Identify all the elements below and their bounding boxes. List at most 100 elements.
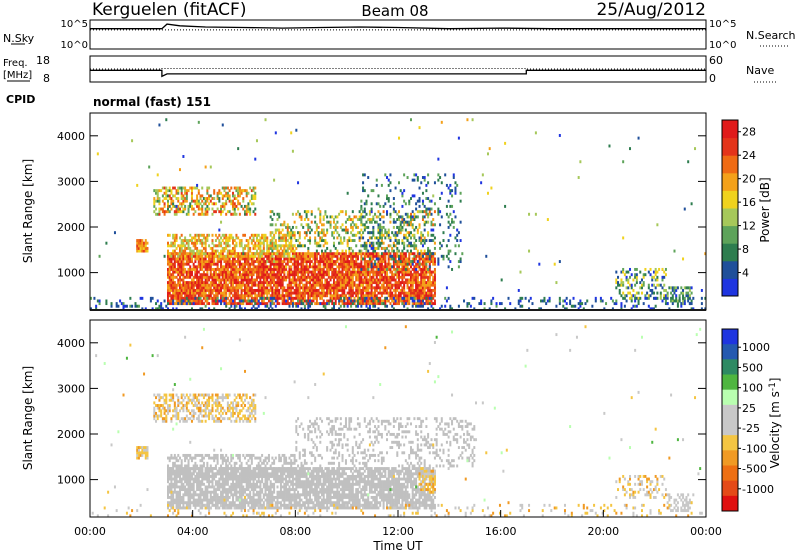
scatter-cell	[206, 197, 209, 200]
scatter-cell	[338, 257, 341, 261]
scatter-cell	[315, 299, 318, 303]
scatter-cell	[274, 267, 277, 271]
scatter-cell	[228, 249, 231, 253]
scatter-cell	[384, 302, 387, 306]
scatter-cell	[278, 294, 281, 298]
scatter-cell	[259, 241, 262, 245]
scatter-cell	[261, 265, 264, 269]
scatter-cell	[288, 265, 291, 269]
scatter-cell	[269, 252, 272, 256]
scatter-cell	[420, 294, 423, 298]
scatter-cell	[389, 265, 392, 269]
scatter-cell	[201, 262, 204, 266]
scatter-cell	[332, 262, 335, 266]
scatter-cell	[230, 281, 233, 285]
scatter-cell	[687, 294, 690, 298]
scatter-cell	[161, 210, 164, 214]
scatter-cell	[457, 265, 460, 269]
scatter-cell	[209, 165, 212, 169]
scatter-cell	[317, 288, 320, 292]
scatter-cell	[408, 257, 411, 261]
scatter-cell	[433, 260, 436, 264]
scatter-cell	[670, 286, 673, 290]
scatter-cell	[314, 275, 317, 279]
scatter-cell	[279, 281, 282, 285]
scatter-cell	[338, 262, 341, 266]
scatter-cell	[336, 231, 339, 235]
scatter-cell	[351, 249, 354, 253]
scatter-cell	[214, 262, 217, 266]
scatter-cell	[380, 267, 383, 271]
scatter-cell	[153, 197, 156, 200]
scatter-cell	[627, 281, 630, 285]
scatter-cell	[408, 278, 411, 282]
scatter-cell	[326, 286, 329, 290]
scatter-cell	[300, 260, 303, 264]
scatter-cell	[613, 302, 616, 306]
scatter-cell	[190, 296, 193, 300]
scatter-cell	[447, 220, 450, 224]
scatter-cell	[120, 302, 123, 306]
scatter-cell	[167, 262, 170, 266]
scatter-cell	[310, 275, 313, 279]
scatter-cell	[264, 302, 267, 306]
scatter-cell	[233, 273, 236, 277]
scatter-cell	[341, 302, 344, 306]
scatter-cell	[303, 218, 306, 221]
scatter-cell	[377, 241, 380, 245]
scatter-cell	[196, 265, 199, 269]
scatter-cell	[172, 288, 175, 292]
scatter-cell	[238, 254, 241, 258]
scatter-cell	[398, 225, 401, 229]
scatter-cell	[447, 199, 450, 203]
scatter-cell	[290, 249, 293, 253]
scatter-cell	[322, 304, 325, 308]
scatter-cell	[226, 286, 229, 290]
scatter-cell	[348, 265, 351, 269]
scatter-cell	[649, 267, 652, 271]
scatter-cell	[367, 231, 370, 235]
scatter-cell	[281, 288, 284, 292]
scatter-cell	[271, 262, 274, 266]
scatter-cell	[295, 296, 298, 300]
scatter-cell	[651, 275, 654, 279]
scatter-cell	[298, 231, 301, 235]
scatter-cell	[303, 273, 306, 277]
scatter-cell	[365, 273, 368, 277]
scatter-cell	[252, 233, 255, 237]
scatter-cell	[365, 241, 368, 245]
scatter-cell	[189, 283, 192, 287]
scatter-cell	[642, 275, 645, 279]
scatter-cell	[216, 207, 219, 211]
scatter-cell	[202, 246, 205, 250]
scatter-cell	[249, 186, 252, 190]
scatter-cell	[351, 281, 354, 285]
scatter-cell	[433, 291, 436, 295]
scatter-cell	[332, 291, 335, 295]
scatter-cell	[632, 278, 635, 282]
scatter-cell	[262, 241, 265, 245]
scatter-cell	[387, 252, 390, 256]
scatter-cell	[199, 197, 202, 200]
scatter-cell	[312, 281, 315, 285]
scatter-cell	[630, 299, 633, 303]
scatter-cell	[338, 302, 341, 306]
scatter-cell	[298, 254, 301, 258]
scatter-cell	[202, 288, 205, 292]
scatter-cell	[454, 186, 457, 190]
scatter-cell	[240, 257, 243, 261]
scatter-cell	[404, 281, 407, 285]
scatter-cell	[180, 202, 183, 206]
scatter-cell	[398, 241, 401, 245]
scatter-cell	[379, 233, 382, 237]
scatter-cell	[382, 291, 385, 295]
scatter-cell	[639, 281, 642, 285]
scatter-cell	[305, 275, 308, 279]
scatter-cell	[208, 252, 211, 256]
scatter-cell	[273, 257, 276, 261]
scatter-cell	[269, 262, 272, 266]
scatter-cell	[249, 246, 252, 250]
scatter-cell	[356, 273, 359, 277]
scatter-cell	[368, 254, 371, 258]
scatter-cell	[233, 286, 236, 290]
